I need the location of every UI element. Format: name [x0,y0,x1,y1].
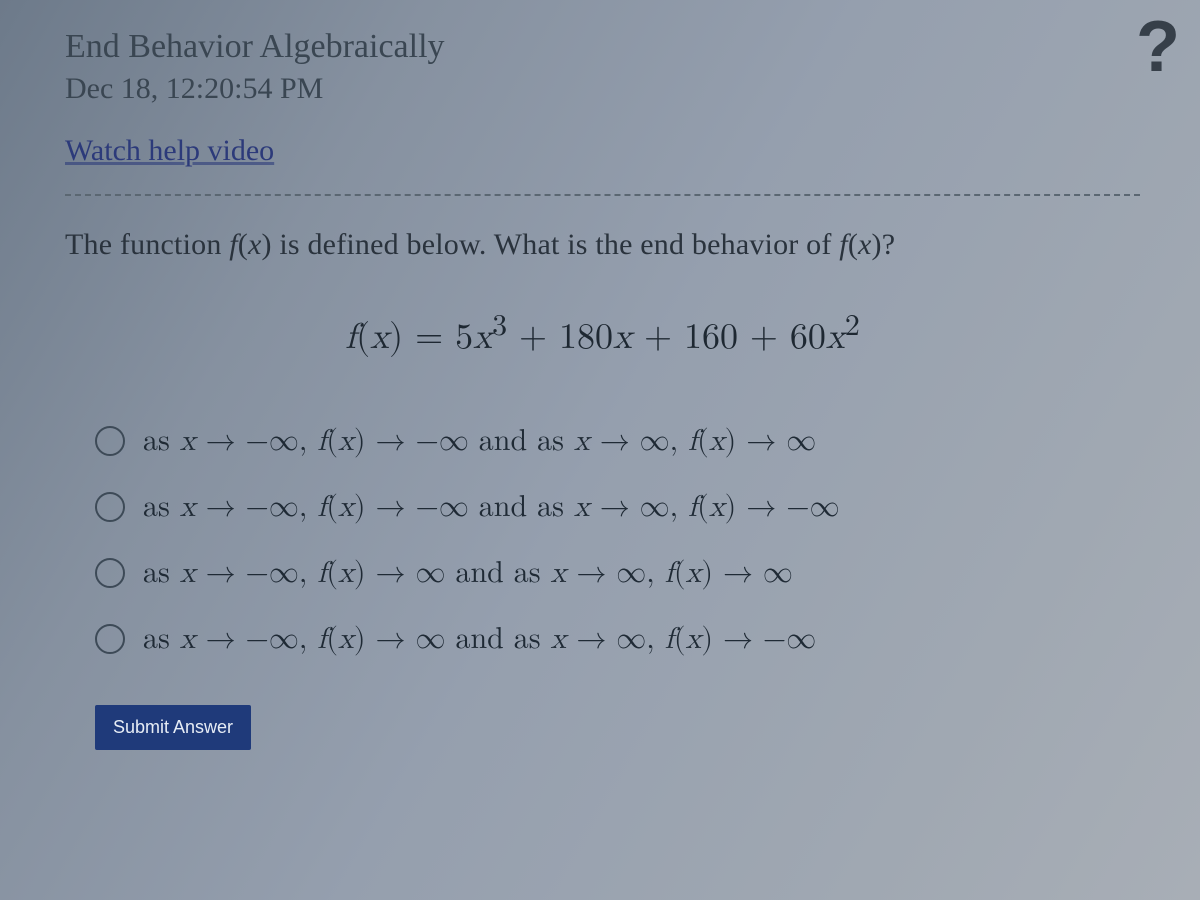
page-title: End Behavior Algebraically [65,28,1140,66]
option-text: as x → −∞, f(x) → −∞ and as x → ∞, f(x) … [143,489,840,525]
watch-help-video-link[interactable]: Watch help video [65,134,274,168]
radio-icon[interactable] [95,558,125,588]
question-page: ? End Behavior Algebraically Dec 18, 12:… [0,0,1200,900]
option-text: as x → −∞, f(x) → ∞ and as x → ∞, f(x) →… [143,621,816,657]
answer-options: as x → −∞, f(x) → −∞ and as x → ∞, f(x) … [95,423,1140,657]
option-text: as x → −∞, f(x) → ∞ and as x → ∞, f(x) →… [143,555,793,591]
help-icon[interactable]: ? [1136,6,1180,88]
answer-option[interactable]: as x → −∞, f(x) → −∞ and as x → ∞, f(x) … [95,489,1140,525]
question-prompt: The function f(x) is defined below. What… [65,228,1140,262]
function-formula: f(x) = 5x3 + 180x + 160 + 60x2 [345,319,860,355]
page-date: Dec 18, 12:20:54 PM [65,72,1140,106]
submit-answer-button[interactable]: Submit Answer [95,705,251,750]
formula-row: f(x) = 5x3 + 180x + 160 + 60x2 [65,308,1140,359]
answer-option[interactable]: as x → −∞, f(x) → ∞ and as x → ∞, f(x) →… [95,621,1140,657]
radio-icon[interactable] [95,492,125,522]
answer-option[interactable]: as x → −∞, f(x) → −∞ and as x → ∞, f(x) … [95,423,1140,459]
answer-option[interactable]: as x → −∞, f(x) → ∞ and as x → ∞, f(x) →… [95,555,1140,591]
radio-icon[interactable] [95,426,125,456]
radio-icon[interactable] [95,624,125,654]
section-divider [65,194,1140,196]
option-text: as x → −∞, f(x) → −∞ and as x → ∞, f(x) … [143,423,816,459]
